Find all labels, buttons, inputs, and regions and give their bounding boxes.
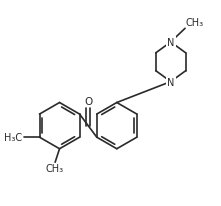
Text: CH₃: CH₃ (46, 164, 64, 173)
Text: H₃C: H₃C (4, 132, 23, 143)
Text: N: N (167, 38, 174, 48)
Text: CH₃: CH₃ (186, 18, 204, 28)
Text: N: N (167, 77, 174, 87)
Text: O: O (84, 97, 92, 107)
